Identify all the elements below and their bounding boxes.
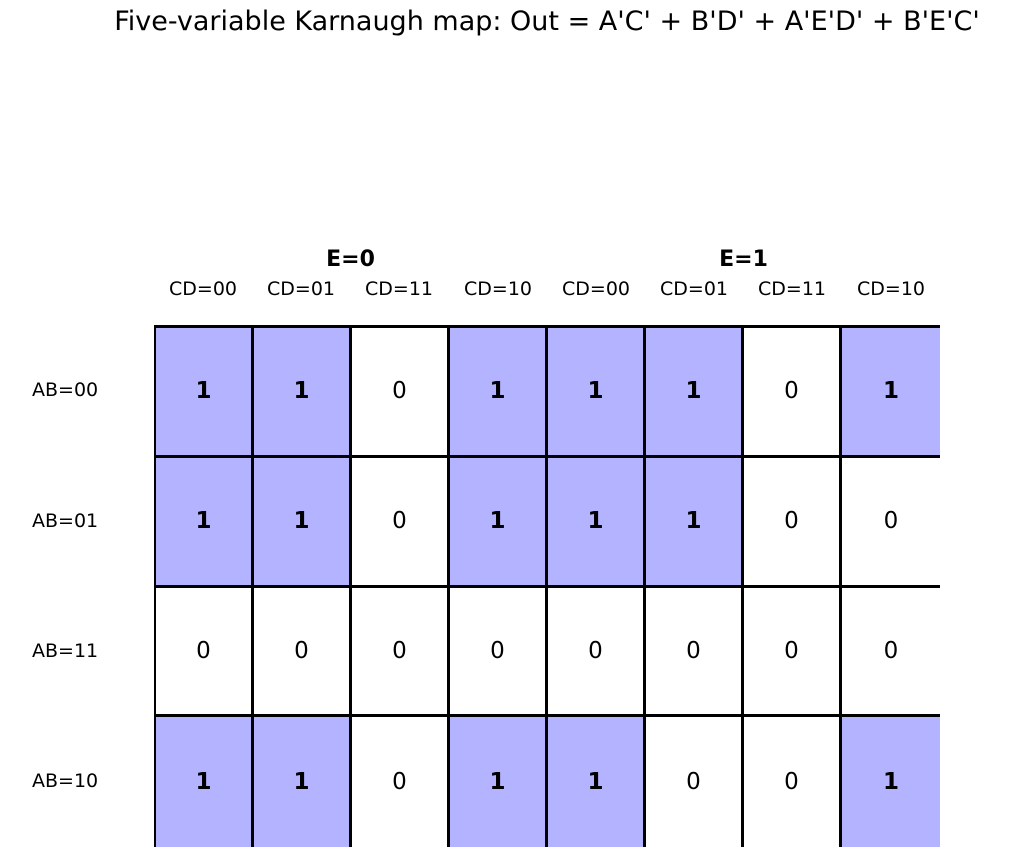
kmap-cell: 0 [842, 587, 940, 718]
kmap-cell: 0 [352, 717, 450, 847]
row-label: AB=00 [32, 379, 99, 401]
kmap-cell: 1 [646, 457, 744, 588]
kmap-cell: 1 [254, 328, 352, 458]
map-title: Five-variable Karnaugh map: Out = A'C' +… [114, 6, 980, 37]
kmap-cell: 1 [156, 457, 254, 588]
column-label: CD=00 [562, 278, 630, 300]
kmap-cell: 0 [156, 587, 254, 718]
kmap-cell: 1 [156, 717, 254, 847]
kmap-cell: 1 [548, 717, 646, 847]
kmap-cell: 0 [744, 457, 842, 588]
kmap-cell: 1 [156, 328, 254, 458]
column-label: CD=00 [169, 278, 237, 300]
kmap-cell: 0 [842, 457, 940, 588]
kmap-cell: 1 [254, 457, 352, 588]
kmap-cell: 0 [548, 587, 646, 718]
kmap-cell: 1 [842, 717, 940, 847]
column-label: CD=10 [857, 278, 925, 300]
kmap-cell: 0 [450, 587, 548, 718]
row-label: AB=10 [32, 770, 99, 792]
kmap-cell: 1 [548, 328, 646, 458]
column-label: CD=11 [365, 278, 433, 300]
column-label: CD=10 [464, 278, 532, 300]
kmap-cell: 1 [450, 457, 548, 588]
group-label-e0: E=0 [326, 247, 375, 272]
row-label: AB=11 [32, 640, 99, 662]
kmap-cell: 0 [352, 587, 450, 718]
column-label: CD=11 [758, 278, 826, 300]
kmap-cell: 1 [450, 717, 548, 847]
kmap-cell: 1 [646, 328, 744, 458]
kmap-cell: 0 [744, 587, 842, 718]
column-label: CD=01 [267, 278, 335, 300]
kmap-cell: 1 [254, 717, 352, 847]
kmap-cell: 1 [548, 457, 646, 588]
row-label: AB=01 [32, 510, 99, 532]
kmap-cell: 0 [744, 717, 842, 847]
kmap-cell: 0 [646, 587, 744, 718]
kmap-cell: 1 [450, 328, 548, 458]
kmap-cell: 0 [352, 457, 450, 588]
kmap-cell: 0 [744, 328, 842, 458]
kmap-cell: 0 [646, 717, 744, 847]
kmap-cell: 1 [842, 328, 940, 458]
kmap-cell: 0 [352, 328, 450, 458]
kmap-cell: 0 [254, 587, 352, 718]
column-label: CD=01 [660, 278, 728, 300]
group-label-e1: E=1 [719, 247, 768, 272]
